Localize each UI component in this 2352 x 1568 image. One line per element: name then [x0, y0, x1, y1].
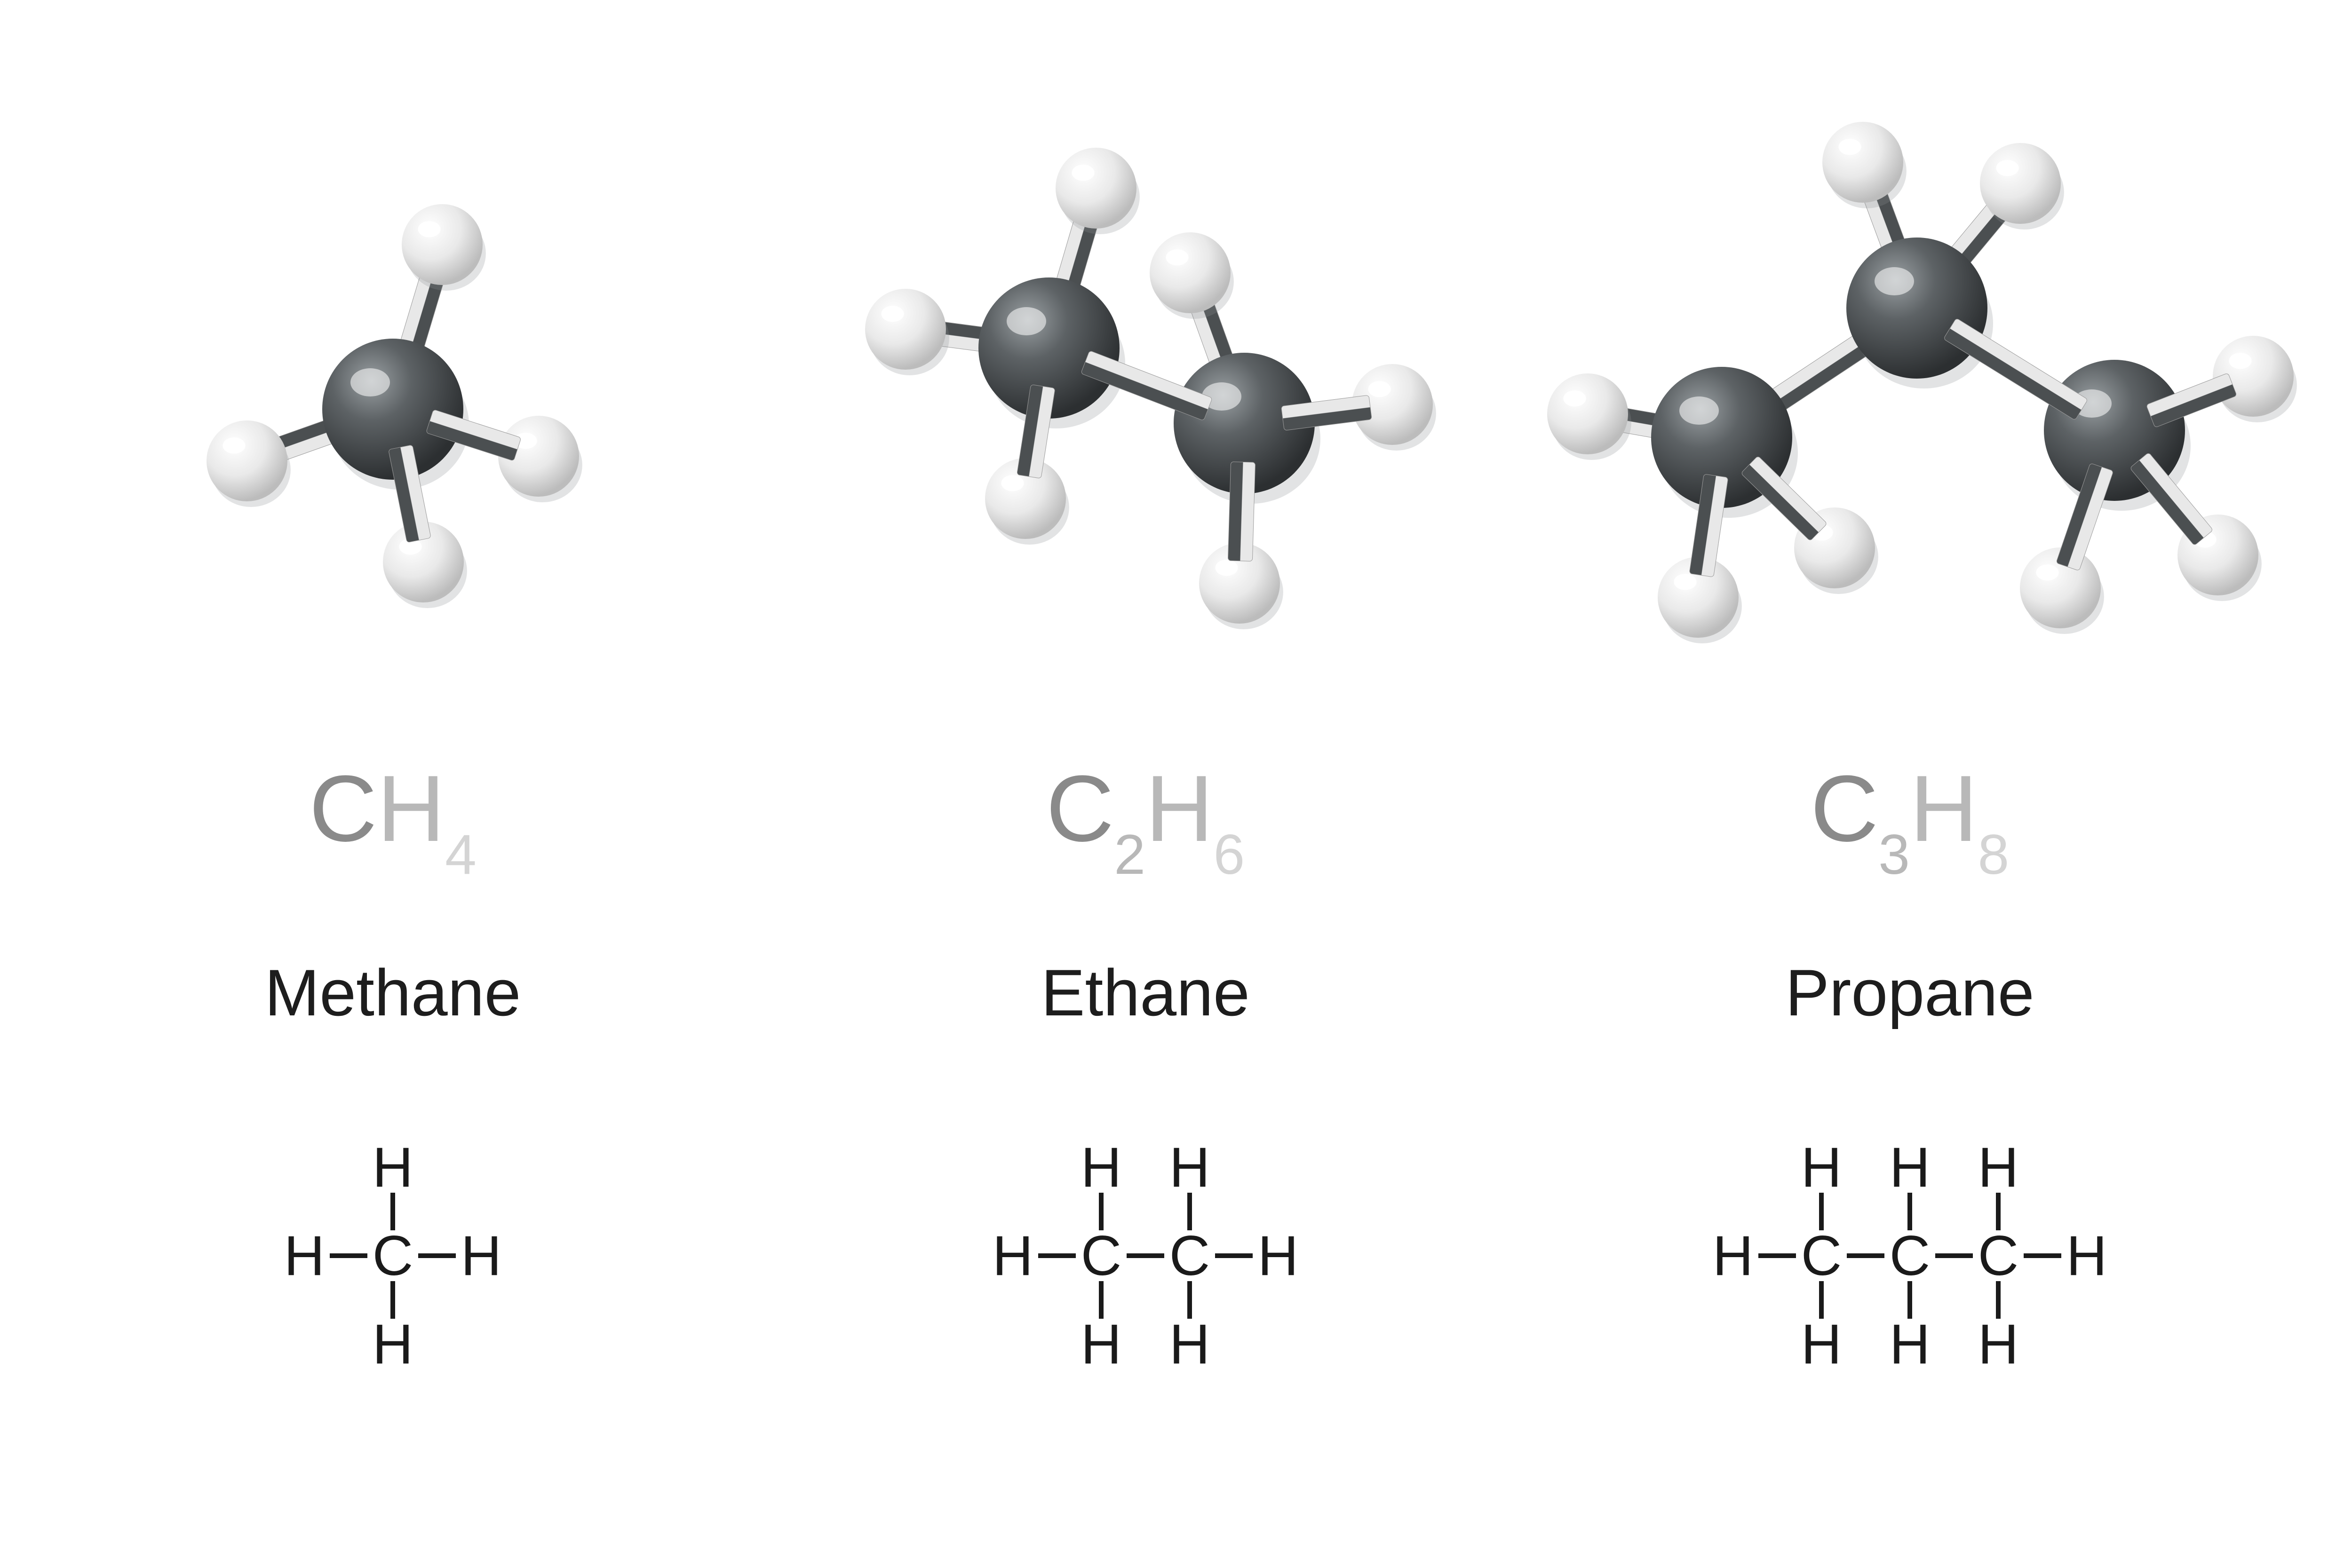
svg-text:H: H — [1890, 1148, 1931, 1199]
svg-text:H: H — [1978, 1148, 2019, 1199]
formula-hydrogen: H — [1910, 756, 1978, 861]
svg-text:C: C — [1890, 1224, 1931, 1287]
svg-text:C: C — [1978, 1224, 2019, 1287]
formula-carbon: C — [1811, 756, 1878, 861]
svg-text:H: H — [1081, 1148, 1122, 1199]
formula-subscript: 4 — [445, 823, 477, 886]
svg-text:H: H — [373, 1148, 413, 1199]
formula-hydrogen: H — [377, 756, 445, 861]
svg-text:H: H — [373, 1313, 413, 1364]
model-propane — [1515, 47, 2305, 705]
molecule-propane: C3H8PropaneHCHHCHHCHHH — [1515, 0, 2305, 1568]
svg-text:H: H — [1081, 1313, 1122, 1364]
svg-text:H: H — [1258, 1224, 1298, 1287]
formula-subscript: 3 — [1878, 823, 1910, 886]
name-ethane: Ethane — [781, 955, 1510, 1031]
svg-text:H: H — [1713, 1224, 1753, 1287]
svg-text:H: H — [285, 1224, 325, 1287]
svg-text:C: C — [1169, 1224, 1210, 1287]
svg-text:H: H — [1801, 1313, 1842, 1364]
svg-text:H: H — [1978, 1313, 2019, 1364]
molecule-ethane: C2H6EthaneHCHHCHHH — [781, 0, 1510, 1568]
svg-text:H: H — [993, 1224, 1033, 1287]
svg-text:H: H — [461, 1224, 501, 1287]
svg-text:C: C — [373, 1224, 413, 1287]
structure-propane: HCHHCHHCHHH — [1515, 1148, 2305, 1505]
svg-text:C: C — [1801, 1224, 1842, 1287]
formula-subscript: 2 — [1114, 823, 1145, 886]
structure-ethane: HCHHCHHH — [781, 1148, 1510, 1505]
formula-carbon: C — [309, 756, 377, 861]
model-methane — [75, 47, 710, 705]
name-propane: Propane — [1515, 955, 2305, 1031]
svg-text:H: H — [1801, 1148, 1842, 1199]
svg-text:H: H — [1169, 1148, 1210, 1199]
diagram-canvas: CH4MethaneHCHHHC2H6EthaneHCHHCHHHC3H8Pro… — [0, 0, 2352, 1568]
name-methane: Methane — [75, 955, 710, 1031]
svg-text:H: H — [1890, 1313, 1931, 1364]
formula-methane: CH4 — [75, 762, 710, 856]
svg-text:H: H — [1169, 1313, 1210, 1364]
structure-methane: HCHHH — [75, 1148, 710, 1505]
molecule-methane: CH4MethaneHCHHH — [75, 0, 710, 1568]
formula-ethane: C2H6 — [781, 762, 1510, 856]
formula-subscript: 6 — [1213, 823, 1245, 886]
formula-carbon: C — [1046, 756, 1114, 861]
formula-subscript: 8 — [1978, 823, 2009, 886]
formula-propane: C3H8 — [1515, 762, 2305, 856]
svg-text:C: C — [1081, 1224, 1122, 1287]
svg-text:H: H — [2066, 1224, 2106, 1287]
model-ethane — [781, 47, 1510, 705]
formula-hydrogen: H — [1145, 756, 1213, 861]
